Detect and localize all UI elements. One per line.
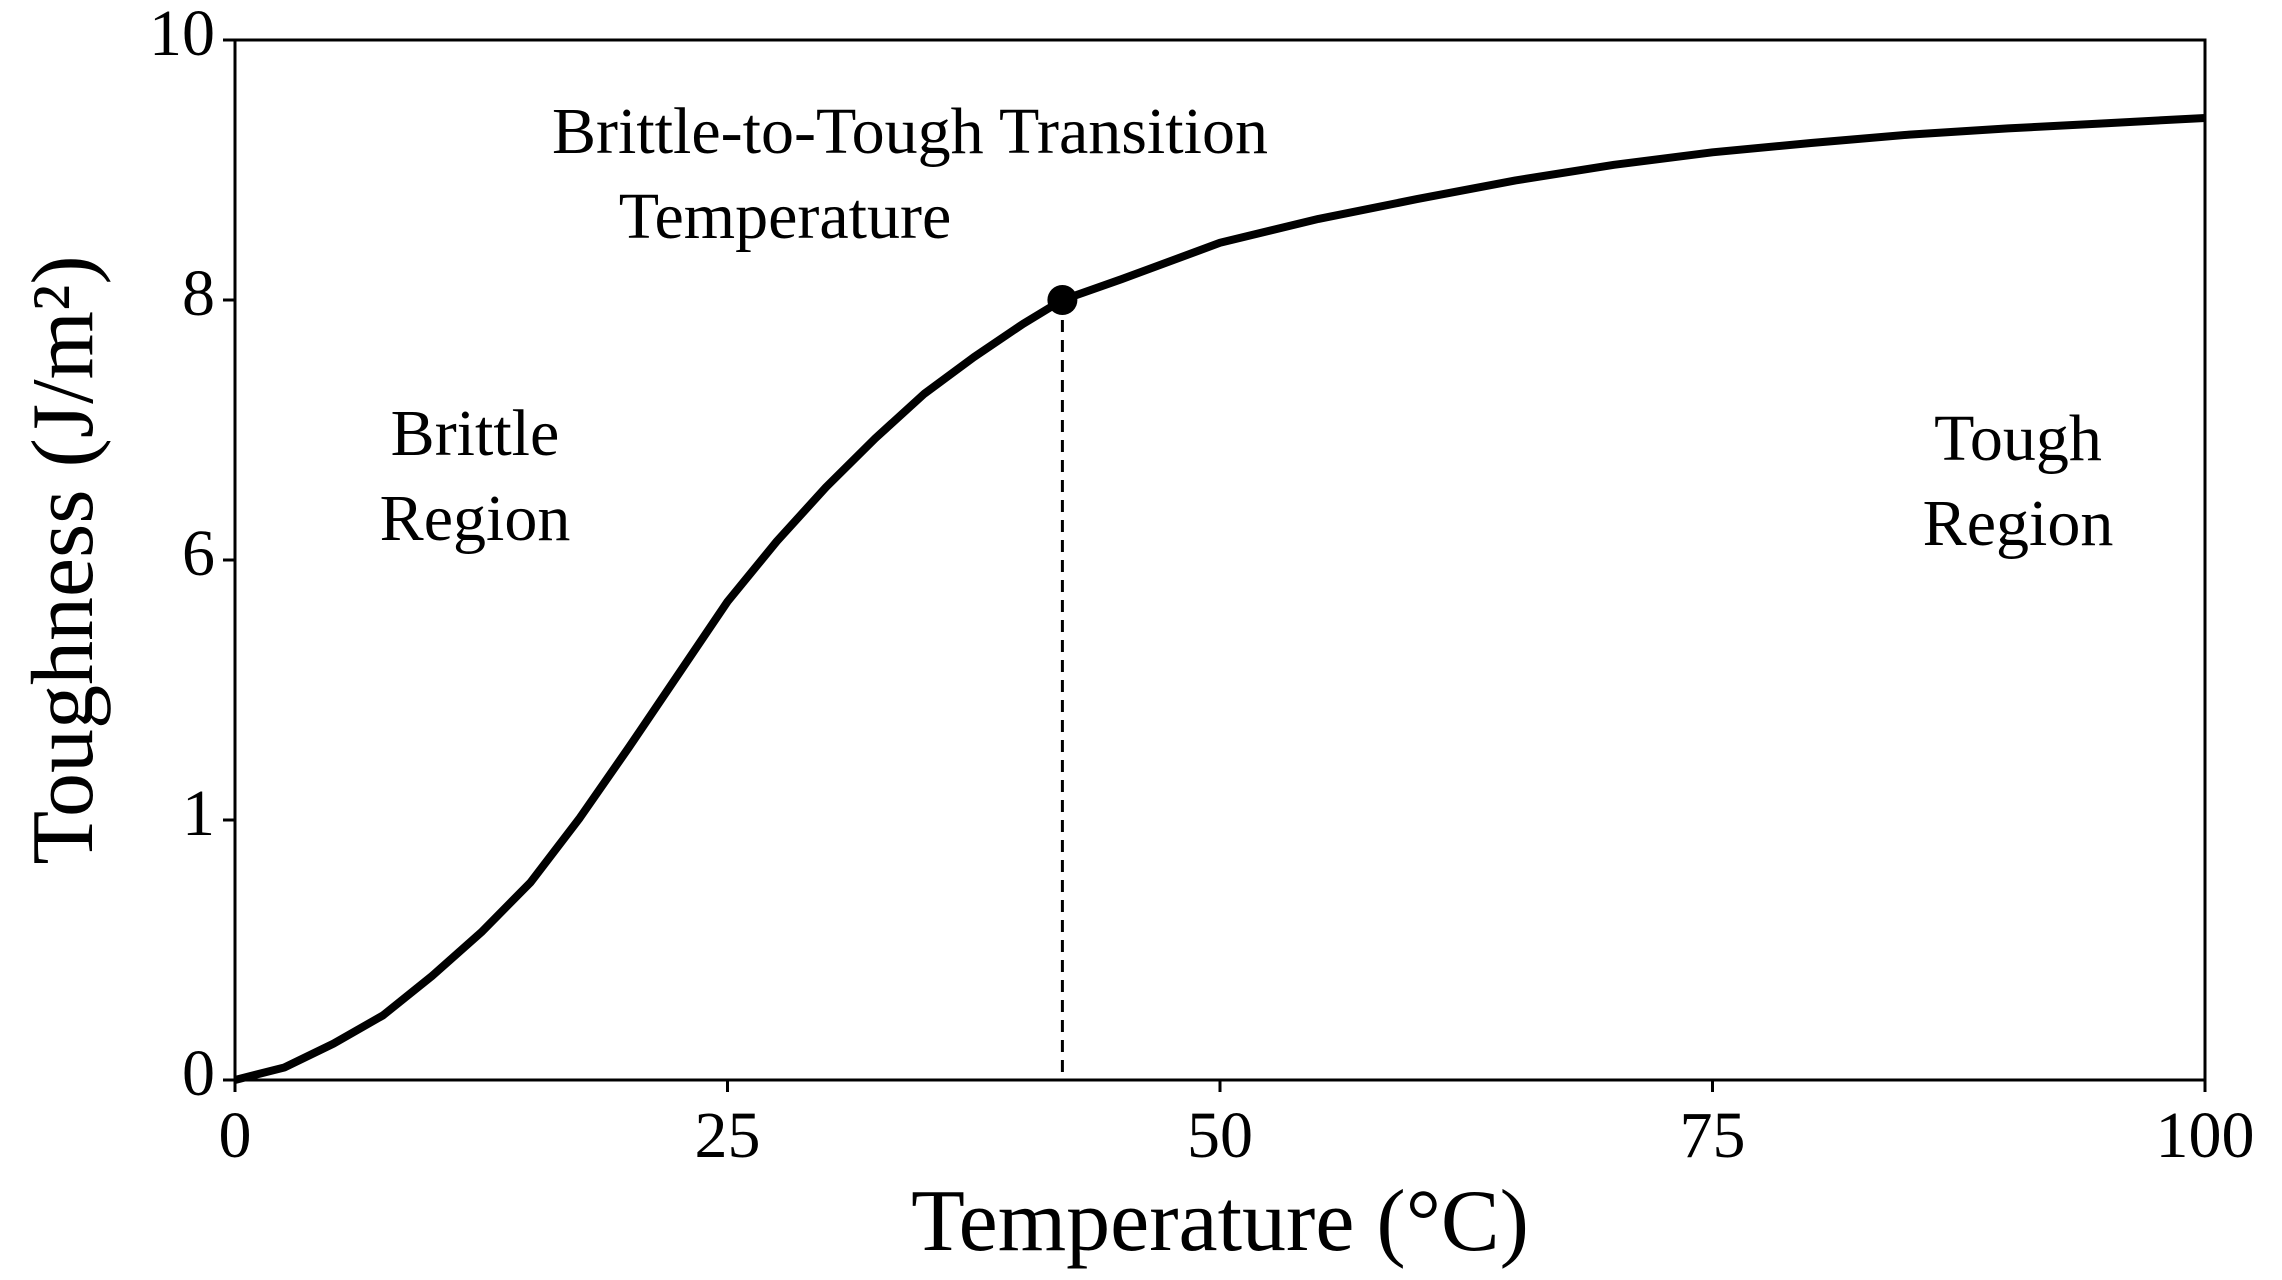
y-axis-label: Toughness (J/m²) (15, 255, 112, 864)
x-tick-label: 100 (2156, 1099, 2255, 1172)
annotation: Brittle-to-Tough Transition (552, 95, 1268, 168)
transition-point (1047, 285, 1078, 315)
y-tick-label: 0 (182, 1037, 215, 1110)
curve (234, 114, 2206, 1084)
annotation: Region (380, 482, 571, 555)
annotation: Region (1923, 487, 2114, 560)
y-tick-label: 10 (149, 0, 215, 70)
annotation: Brittle (391, 397, 560, 470)
y-tick-label: 8 (182, 257, 215, 330)
x-axis-label: Temperature (°C) (911, 1173, 1529, 1270)
x-tick-label: 0 (219, 1099, 252, 1172)
x-tick-label: 75 (1680, 1099, 1746, 1172)
y-tick-label: 1 (182, 777, 215, 850)
y-tick-label: 6 (182, 517, 215, 590)
plot-frame (233, 38, 2207, 1082)
x-tick-label: 50 (1187, 1099, 1253, 1172)
x-tick-label: 25 (695, 1099, 761, 1172)
annotation: Tough (1934, 402, 2102, 475)
annotation: Temperature (619, 180, 952, 253)
